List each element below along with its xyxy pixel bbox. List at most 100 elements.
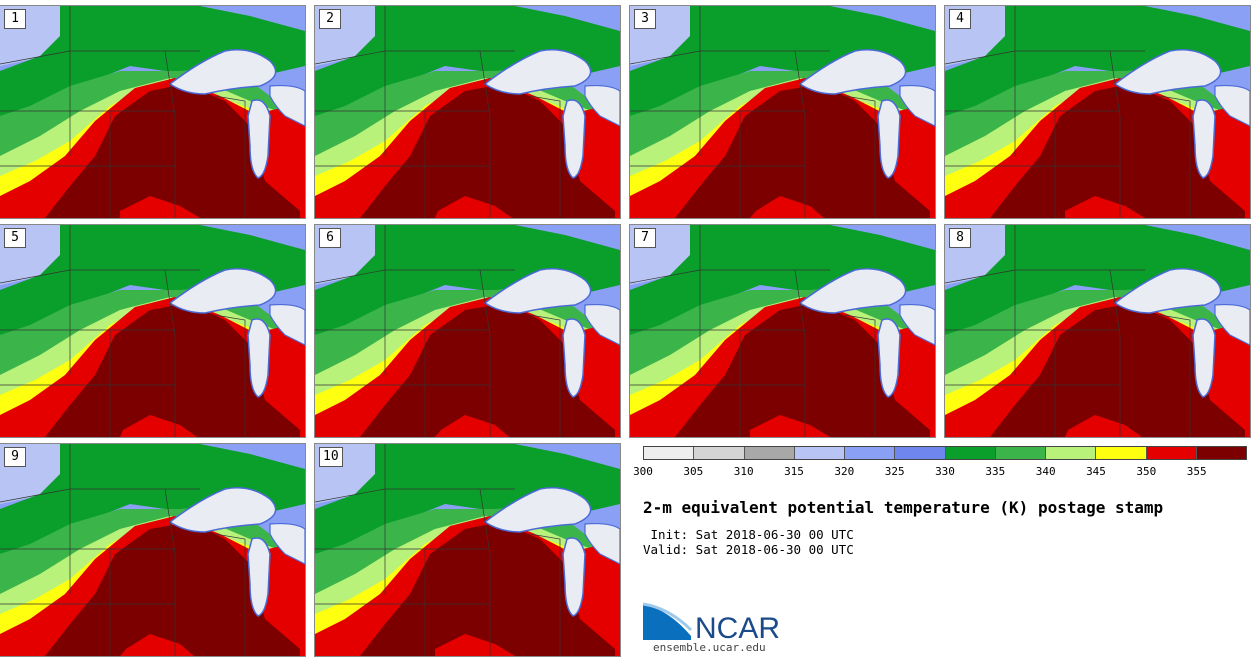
lake-michigan [247,537,271,617]
colorbar-segment [945,447,996,459]
colorbar-segment [694,447,745,459]
ncar-logo-text: NCAR [695,612,780,645]
red-patch-south [750,415,830,437]
red-patch-south [750,196,824,218]
lake-superior [168,487,277,533]
colorbar-segment [644,447,695,459]
postage-stamp-panel: 2 [314,5,621,219]
dark-green-region [0,225,305,335]
postage-stamp-panel: 8 [944,224,1251,438]
postage-stamp-panel: 5 [0,224,306,438]
lake-huron [899,303,935,346]
state-borders [315,444,561,656]
dark-green-region [945,6,1250,116]
member-label: 4 [949,9,971,29]
lake-huron [1214,84,1250,127]
theta-e-map [630,6,935,218]
member-label: 5 [4,228,26,248]
postage-stamp-panel: 4 [944,5,1251,219]
dark-red-region [360,303,615,437]
colorbar-tick-label: 335 [985,465,1006,478]
lake-huron [1214,303,1250,346]
lake-superior [798,49,907,95]
lake-huron [269,84,305,127]
dark-green-region [630,6,935,116]
theta-e-map [315,225,620,437]
dark-green-region [315,225,620,335]
state-borders [315,225,561,437]
dark-green-region [630,225,935,335]
member-label: 7 [634,228,656,248]
lake-superior [483,49,592,95]
colorbar-segment [895,447,946,459]
lake-huron [584,84,620,127]
colorbar-tick-label: 315 [784,465,804,478]
dark-red-region [990,84,1245,218]
state-borders [0,6,246,218]
state-borders [0,444,246,656]
dark-red-region [675,84,930,218]
state-borders [630,6,876,218]
dark-red-region [360,84,615,218]
dark-red-region [45,522,300,656]
theta-e-map [630,225,935,437]
colorbar-segment [794,447,845,459]
ncar-logo: NCAR [643,602,780,645]
postage-stamp-panel: 3 [629,5,936,219]
colorbar-segment [845,447,896,459]
postage-stamp-panel: 1 [0,5,306,219]
postage-stamp-panel: 10 [314,443,621,657]
lake-michigan [247,99,271,179]
ncar-logo-swoosh [643,604,691,640]
dark-green-region [0,444,305,554]
colorbar [643,446,1247,460]
theta-e-map [0,225,305,437]
lake-huron [584,303,620,346]
lake-superior [168,49,277,95]
colorbar-segment [744,447,795,459]
lake-huron [584,522,620,565]
dark-green-region [945,225,1250,335]
dark-green-region [315,444,620,554]
member-label: 8 [949,228,971,248]
lake-superior [483,487,592,533]
init-time: Init: Sat 2018-06-30 00 UTC [643,527,854,542]
theta-e-map [0,444,305,656]
member-label: 3 [634,9,656,29]
colorbar-labels: 300 305 310 315 320 325 330 335 340 345 350 355 [633,465,1247,479]
dark-green-region [0,6,305,116]
dark-green-region [315,6,620,116]
red-patch-south [120,634,194,656]
colorbar-tick-label: 305 [683,465,704,478]
lake-superior [168,268,277,314]
postage-stamp-panel: 7 [629,224,936,438]
dark-red-region [45,84,300,218]
lake-michigan [562,99,586,179]
lake-superior [798,268,907,314]
red-patch-south [120,196,200,218]
colorbar-tick-label: 310 [733,465,754,478]
theta-e-map [945,225,1250,437]
lake-michigan [877,99,901,179]
lake-huron [269,522,305,565]
lake-michigan [1192,318,1216,398]
colorbar-segment [1046,447,1097,459]
theta-e-map [0,6,305,218]
state-borders [0,225,246,437]
red-patch-south [435,415,509,437]
state-borders [315,6,561,218]
state-borders [945,6,1191,218]
valid-time: Valid: Sat 2018-06-30 00 UTC [643,542,854,557]
lake-superior [1113,49,1222,95]
member-label: 2 [319,9,341,29]
lake-huron [899,84,935,127]
colorbar-tick-label: 345 [1086,465,1106,478]
postage-stamp-panel: 6 [314,224,621,438]
theta-e-map [945,6,1250,218]
dark-red-region [990,303,1245,437]
red-patch-south [120,415,197,437]
red-patch-south [1065,415,1142,437]
colorbar-tick-label: 350 [1136,465,1157,478]
postage-stamp-panel: 9 [0,443,306,657]
colorbar-tick-label: 320 [834,465,855,478]
